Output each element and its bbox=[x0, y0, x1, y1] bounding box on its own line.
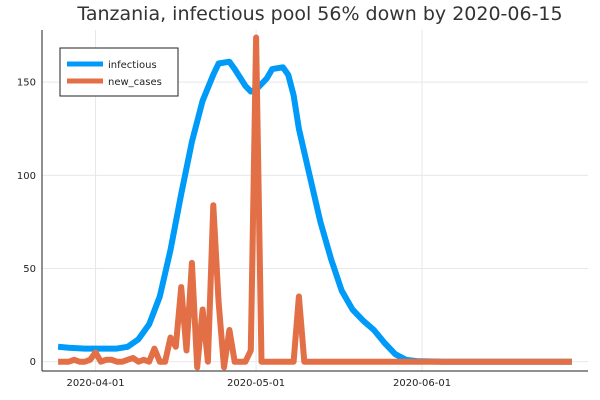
y-tick-label: 50 bbox=[23, 264, 36, 275]
chart-title: Tanzania, infectious pool 56% down by 20… bbox=[76, 3, 562, 25]
series-line-infectious bbox=[57, 58, 572, 365]
x-tick-label: 2020-05-01 bbox=[227, 378, 285, 389]
legend: infectious new_cases bbox=[59, 47, 179, 97]
legend-label-new-cases: new_cases bbox=[108, 77, 162, 88]
series-lines bbox=[57, 34, 572, 371]
series-line-new-cases bbox=[58, 34, 572, 371]
y-tick-label: 150 bbox=[17, 78, 36, 89]
legend-box bbox=[59, 47, 179, 97]
x-tick-label: 2020-06-01 bbox=[393, 378, 451, 389]
axes bbox=[41, 30, 588, 372]
y-tick-label: 0 bbox=[30, 357, 36, 368]
tick-labels: 0 50 100 150 2020-04-01 2020-05-01 2020-06-01 bbox=[17, 78, 451, 389]
legend-label-infectious: infectious bbox=[108, 60, 157, 71]
x-tick-label: 2020-04-01 bbox=[66, 378, 124, 389]
y-tick-label: 100 bbox=[17, 171, 36, 182]
